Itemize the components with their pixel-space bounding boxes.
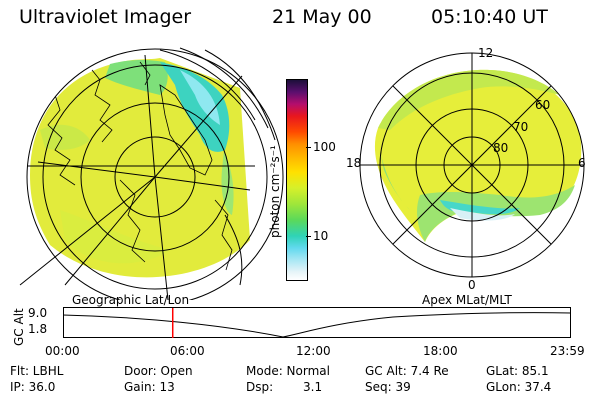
ip-info: IP: 36.0 [10,380,56,394]
lat-label-60: 60 [535,98,551,112]
timeline-y-max: 9.0 [28,306,48,320]
time-tick-4: 23:59 [550,344,585,358]
gc-alt-info: GC Alt: 7.4 Re [365,364,449,378]
timeline-plot[interactable] [63,307,573,339]
timeline-axis-label: GC Alt [12,308,26,346]
gain-info: Gain: 13 [124,380,175,394]
color-bar [286,79,308,281]
lat-label-80: 80 [493,141,509,155]
timeline-right-label: Apex MLat/MLT [422,293,512,307]
mlt-label-18: 18 [346,156,362,170]
flt-info: Flt: LBHL [10,364,64,378]
time-tick-1: 06:00 [170,344,205,358]
time-tick-2: 12:00 [296,344,331,358]
glon-info: GLon: 37.4 [486,380,552,394]
timeline-left-label: Geographic Lat/Lon [72,293,190,307]
date-label: 21 May 00 [272,6,372,28]
app-title: Ultraviolet Imager [19,6,192,28]
seq-info: Seq: 39 [365,380,411,394]
lat-label-70: 70 [513,120,529,134]
colorbar-tick-10 [306,236,311,237]
mlt-label-12: 12 [478,46,494,60]
time-label: 05:10:40 UT [431,6,548,28]
glat-info: GLat: 85.1 [486,364,549,378]
timeline-y-min: 1.8 [28,322,48,336]
dsp-label: Dsp: [246,380,274,394]
mode-info: Mode: Normal [246,364,330,378]
time-tick-3: 18:00 [423,344,458,358]
mlt-label-0: 0 [468,278,476,292]
colorbar-tick-100 [306,147,311,148]
geographic-image [19,47,585,300]
colorbar-label-100: 100 [313,140,336,154]
colorbar-unit-label: photon cm⁻²s⁻¹ [268,145,282,238]
dsp-value: 3.1 [303,380,323,394]
mlt-label-6: 6 [578,156,586,170]
time-tick-0: 00:00 [45,344,80,358]
colorbar-label-10: 10 [313,229,329,243]
door-info: Door: Open [124,364,193,378]
